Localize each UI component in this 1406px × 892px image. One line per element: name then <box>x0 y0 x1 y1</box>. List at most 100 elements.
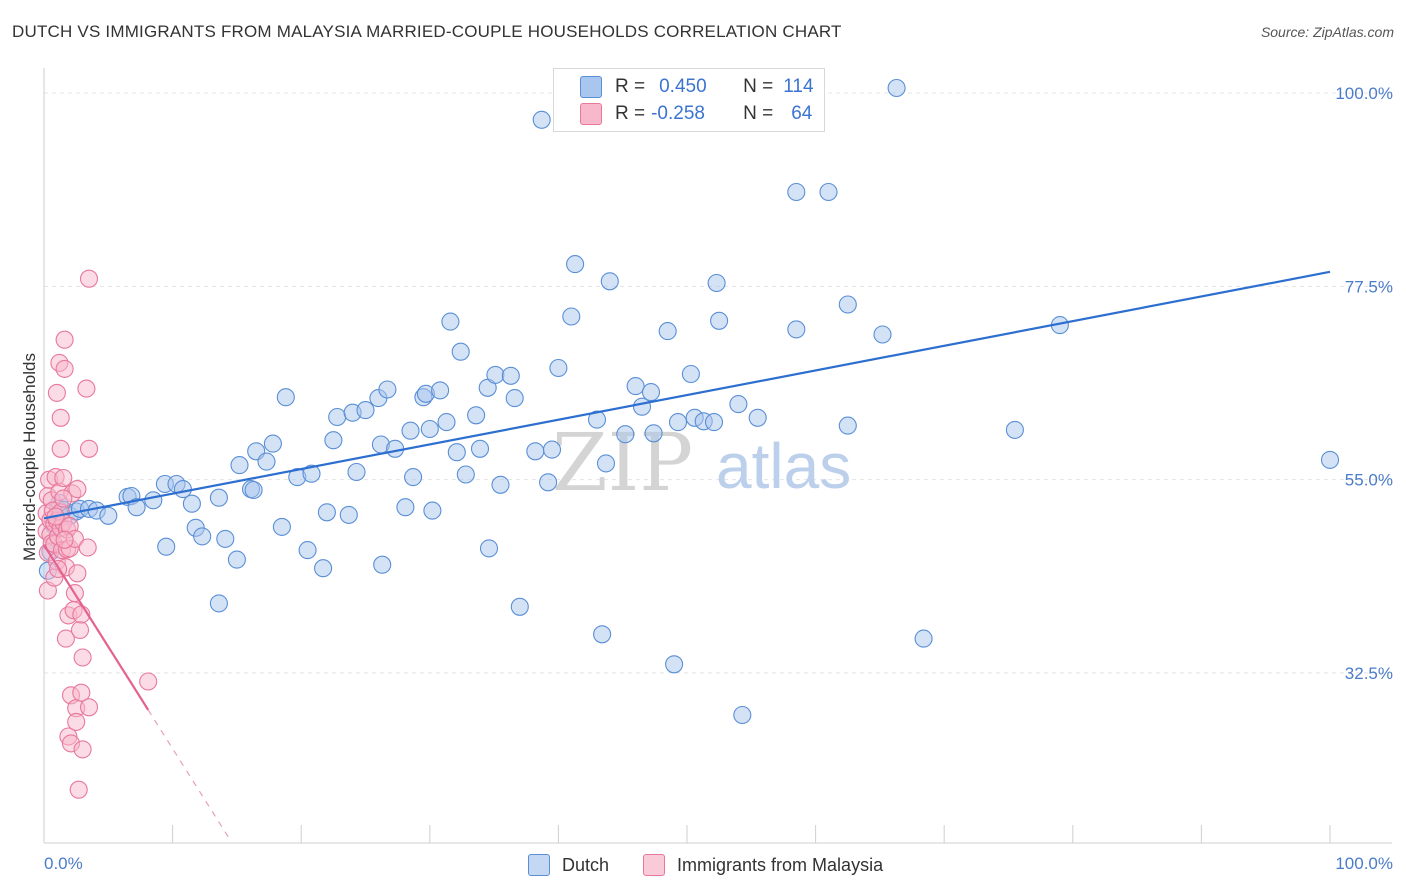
dutch-point-27 <box>230 456 249 475</box>
malaysia-point-49 <box>70 620 90 640</box>
dutch-point-33 <box>272 517 291 536</box>
dutch-point-81 <box>593 625 612 644</box>
chart-title: DUTCH VS IMMIGRANTS FROM MALAYSIA MARRIE… <box>12 22 842 41</box>
dutch-point-110 <box>1320 450 1340 469</box>
legend-item-malaysia[interactable]: Immigrants from Malaysia <box>643 854 883 876</box>
dutch-r-value: 0.450 <box>659 76 707 97</box>
malaysia-point-54 <box>77 379 96 398</box>
series-legend: Dutch Immigrants from Malaysia <box>528 852 917 878</box>
dutch-point-73 <box>526 442 545 461</box>
dutch-point-86 <box>632 397 652 416</box>
malaysia-point-58 <box>79 698 99 717</box>
dutch-point-16 <box>157 537 176 556</box>
dutch-point-104 <box>838 295 857 314</box>
malaysia-r-value: -0.258 <box>651 103 705 124</box>
malaysia-point-47 <box>68 480 87 499</box>
malaysia-legend-swatch <box>643 854 666 876</box>
dutch-point-61 <box>447 443 466 462</box>
watermark-atlas: atlas <box>716 430 851 502</box>
y-tick-label-1: 55.0% <box>1345 471 1393 490</box>
dutch-point-32 <box>263 434 282 453</box>
dutch-point-24 <box>209 594 228 613</box>
dutch-point-56 <box>420 419 439 439</box>
dutch-point-91 <box>668 413 688 432</box>
dutch-point-72 <box>510 597 529 616</box>
legend-row-malaysia: R = -0.258 N = 64 <box>580 101 812 127</box>
malaysia-legend-label: Immigrants from Malaysia <box>677 854 884 875</box>
dutch-point-101 <box>787 182 806 202</box>
dutch-point-62 <box>451 342 470 361</box>
malaysia-point-22 <box>51 439 70 458</box>
y-tick-label-3: 100.0% <box>1335 84 1393 103</box>
dutch-point-99 <box>733 705 752 725</box>
axes <box>43 68 1392 844</box>
dutch-swatch <box>580 76 602 98</box>
dutch-point-36 <box>298 541 317 560</box>
dutch-n-label: N = <box>743 76 774 97</box>
trend-lines <box>43 270 1331 841</box>
dutch-point-60 <box>441 312 460 331</box>
stats-legend: R = 0.450 N = 114 R = -0.258 N = 64 <box>553 68 825 132</box>
malaysia-point-57 <box>79 269 99 288</box>
dutch-point-25 <box>216 529 235 548</box>
dutch-legend-label: Dutch <box>562 854 610 875</box>
malaysia-point-31 <box>56 629 75 648</box>
dutch-point-70 <box>501 366 520 385</box>
malaysia-point-53 <box>73 740 92 759</box>
dutch-point-98 <box>729 395 748 414</box>
dutch-point-88 <box>644 424 663 443</box>
dutch-point-80 <box>587 410 607 429</box>
x-tick-label-0: 0.0% <box>44 854 83 873</box>
dutch-point-29 <box>244 480 263 500</box>
dutch-point-105 <box>838 416 857 435</box>
dutch-point-57 <box>423 501 442 520</box>
dutch-point-49 <box>378 380 397 399</box>
dutch-point-92 <box>681 364 700 384</box>
dutch-point-96 <box>707 273 726 293</box>
malaysia-n-label: N = <box>743 103 774 124</box>
malaysia-point-63 <box>55 530 74 549</box>
dutch-point-38 <box>314 559 333 578</box>
malaysia-point-45 <box>67 712 86 731</box>
dutch-point-106 <box>873 325 892 344</box>
dutch-point-39 <box>317 503 336 522</box>
dutch-point-75 <box>539 473 558 492</box>
gridlines <box>44 92 1392 674</box>
malaysia-point-55 <box>78 538 97 557</box>
dutch-point-85 <box>626 377 645 396</box>
dutch-point-34 <box>276 388 295 407</box>
dutch-point-87 <box>641 383 661 402</box>
dutch-point-71 <box>505 389 524 408</box>
dutch-point-58 <box>431 381 450 400</box>
dutch-point-77 <box>549 358 568 378</box>
dutch-r-label: R = <box>615 76 646 97</box>
dutch-point-45 <box>356 401 375 420</box>
dutch-point-108 <box>914 629 933 648</box>
malaysia-point-62 <box>54 489 73 508</box>
dutch-point-64 <box>467 406 486 425</box>
malaysia-n-value: 64 <box>791 103 813 124</box>
dutch-point-89 <box>658 322 677 341</box>
malaysia-point-26 <box>54 468 73 488</box>
malaysia-point-28 <box>55 330 74 349</box>
malaysia-point-52 <box>73 648 92 667</box>
x-tick-label-1: 100.0% <box>1335 854 1393 873</box>
dutch-point-82 <box>596 454 616 473</box>
dutch-trend-line <box>43 270 1331 520</box>
source-label: Source: ZipAtlas.com <box>1260 24 1394 40</box>
dutch-n-value: 114 <box>783 76 814 97</box>
dutch-point-53 <box>404 468 423 487</box>
dutch-point-65 <box>470 439 490 458</box>
dutch-point-42 <box>339 505 358 524</box>
dutch-point-84 <box>616 425 635 444</box>
malaysia-point-48 <box>69 780 88 799</box>
y-tick-label-2: 77.5% <box>1345 277 1393 296</box>
dutch-point-76 <box>542 440 562 459</box>
legend-item-dutch[interactable]: Dutch <box>528 854 609 876</box>
dutch-point-95 <box>704 413 724 432</box>
dutch-point-44 <box>347 462 366 482</box>
dutch-point-103 <box>819 182 838 202</box>
dutch-point-97 <box>710 311 729 330</box>
dutch-point-26 <box>227 550 246 569</box>
